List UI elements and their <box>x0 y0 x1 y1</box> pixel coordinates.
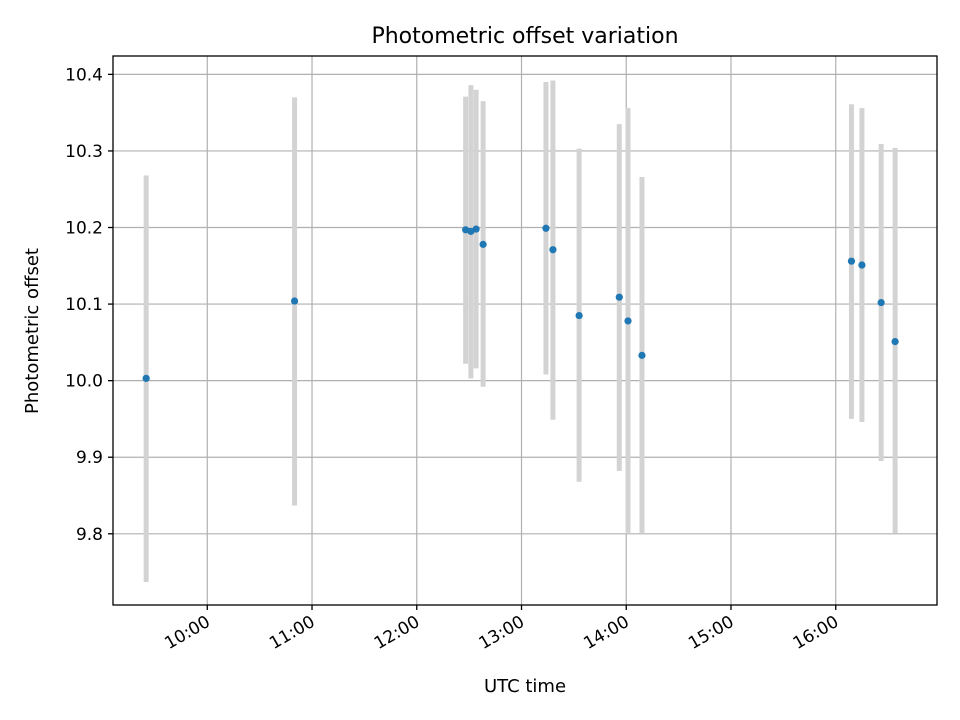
data-point <box>290 297 299 305</box>
x-tick-label: 15:00 <box>685 612 737 654</box>
x-tick-label: 11:00 <box>266 612 318 654</box>
x-axis-label: UTC time <box>484 676 566 697</box>
error-bars <box>143 80 898 583</box>
data-point <box>858 261 866 269</box>
axis-ticks: 10:00 11:00 12:00 13:00 14:00 15:00 16:00 9.8 9.… <box>65 65 842 653</box>
data-point <box>142 374 150 382</box>
x-tick-label: 13:00 <box>476 612 528 654</box>
data-point <box>472 225 480 233</box>
data-point <box>847 257 856 265</box>
data-point <box>479 240 487 248</box>
plot-frame <box>112 55 938 606</box>
data-point <box>542 224 550 232</box>
y-axis-label: Photometric offset <box>22 248 43 414</box>
data-point <box>575 311 583 320</box>
data-point <box>549 246 557 254</box>
y-tick-label: 9.9 <box>76 448 103 468</box>
y-tick-label: 10.4 <box>65 65 103 85</box>
data-point <box>877 298 885 307</box>
x-tick-label: 16:00 <box>790 612 842 654</box>
x-tick-label: 14:00 <box>580 612 632 654</box>
x-tick-label: 10:00 <box>161 612 213 654</box>
y-tick-label: 10.2 <box>65 219 103 239</box>
data-point <box>615 293 623 301</box>
data-point <box>638 351 646 359</box>
data-points <box>142 224 899 382</box>
y-tick-label: 9.8 <box>76 525 103 545</box>
y-tick-label: 10.0 <box>65 372 103 392</box>
y-tick-label: 10.1 <box>65 295 103 315</box>
chart-title: Photometric offset variation <box>371 24 678 49</box>
x-tick-label: 12:00 <box>371 612 423 654</box>
data-point <box>624 317 632 325</box>
y-tick-label: 10.3 <box>65 142 103 162</box>
data-point <box>891 338 899 346</box>
grid <box>113 56 937 605</box>
